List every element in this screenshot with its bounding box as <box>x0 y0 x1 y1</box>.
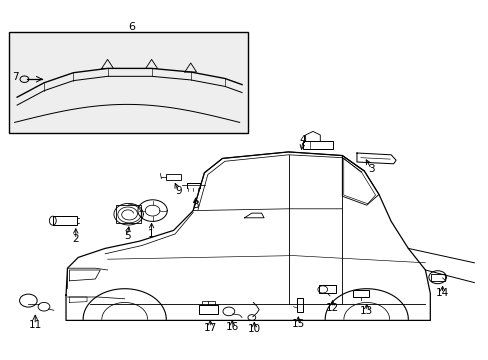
Text: 15: 15 <box>291 319 305 329</box>
Bar <box>318 285 335 293</box>
Bar <box>303 141 332 149</box>
Bar <box>352 290 368 297</box>
Bar <box>430 274 444 281</box>
Text: 17: 17 <box>203 323 217 333</box>
Bar <box>166 174 181 180</box>
Bar <box>53 216 77 225</box>
Text: 16: 16 <box>225 322 239 332</box>
Text: 14: 14 <box>435 288 448 298</box>
Text: 12: 12 <box>325 303 339 313</box>
Text: 13: 13 <box>359 306 373 316</box>
Text: 7: 7 <box>12 72 19 82</box>
Text: 3: 3 <box>367 164 374 174</box>
Text: 5: 5 <box>123 231 130 241</box>
Bar <box>9 32 248 133</box>
Bar <box>116 205 141 223</box>
Text: 9: 9 <box>175 186 182 196</box>
Text: 2: 2 <box>72 234 79 244</box>
Bar <box>202 301 214 305</box>
Bar <box>199 305 217 314</box>
Text: 8: 8 <box>192 200 199 210</box>
Text: 10: 10 <box>247 324 260 334</box>
Bar <box>296 298 303 312</box>
Text: 6: 6 <box>128 22 135 32</box>
Text: 1: 1 <box>148 229 155 239</box>
Text: 11: 11 <box>28 320 42 330</box>
Text: 4: 4 <box>299 135 306 145</box>
